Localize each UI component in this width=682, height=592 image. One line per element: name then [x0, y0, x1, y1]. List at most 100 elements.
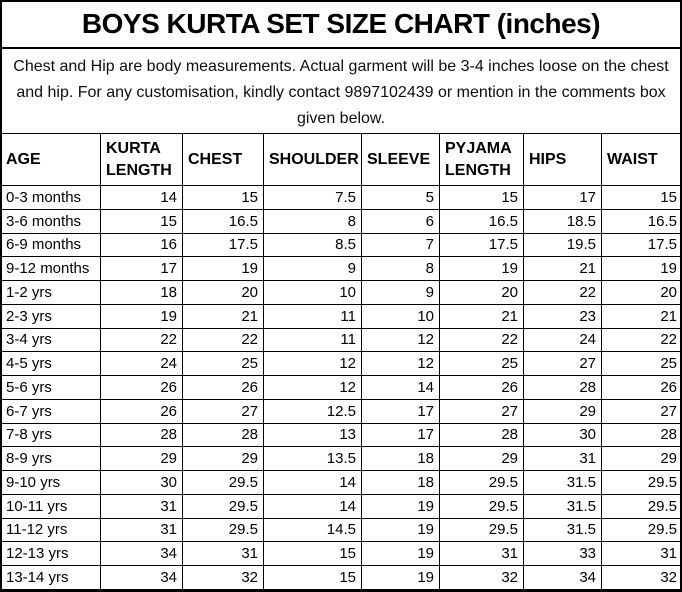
- value-cell: 25: [182, 351, 264, 376]
- value-cell: 13.5: [263, 446, 362, 471]
- value-cell: 15: [100, 208, 183, 234]
- table-row: 0-3 months 14 15 7.5 5 15 17 15: [2, 185, 680, 210]
- value-cell: 12: [361, 327, 440, 353]
- note-text: Chest and Hip are body measurements. Act…: [13, 58, 669, 127]
- column-header-chest: CHEST: [182, 133, 264, 186]
- value-cell: 7: [361, 232, 440, 258]
- age-cell: 12-13 yrs: [2, 541, 101, 566]
- value-cell: 19: [182, 256, 264, 281]
- value-cell: 7.5: [263, 185, 362, 210]
- page-title: BOYS KURTA SET SIZE CHART (inches): [2, 2, 680, 49]
- age-cell: 7-8 yrs: [2, 422, 101, 448]
- value-cell: 27: [439, 398, 524, 424]
- value-cell: 29: [601, 446, 680, 471]
- column-header-hips: HIPS: [523, 133, 602, 186]
- value-cell: 32: [182, 565, 264, 590]
- value-cell: 34: [523, 565, 602, 590]
- value-cell: 10: [361, 303, 440, 329]
- column-header-pyjama-length: PYJAMA LENGTH: [439, 133, 524, 186]
- value-cell: 29.5: [439, 517, 524, 543]
- value-cell: 14: [263, 470, 362, 495]
- value-cell: 31: [601, 541, 680, 566]
- value-cell: 31.5: [523, 517, 602, 543]
- value-cell: 9: [263, 256, 362, 281]
- value-cell: 32: [439, 565, 524, 590]
- value-cell: 17: [361, 422, 440, 448]
- value-cell: 22: [100, 327, 183, 353]
- value-cell: 34: [100, 541, 183, 566]
- value-cell: 14: [263, 493, 362, 519]
- value-cell: 14: [100, 185, 183, 210]
- value-cell: 6: [361, 208, 440, 234]
- column-header-waist: WAIST: [601, 133, 680, 186]
- value-cell: 18: [100, 280, 183, 305]
- value-cell: 5: [361, 185, 440, 210]
- value-cell: 9: [361, 280, 440, 305]
- value-cell: 19: [361, 541, 440, 566]
- value-cell: 20: [182, 280, 264, 305]
- value-cell: 19: [361, 565, 440, 590]
- value-cell: 20: [439, 280, 524, 305]
- age-cell: 3-6 months: [2, 208, 101, 234]
- value-cell: 10: [263, 280, 362, 305]
- age-cell: 2-3 yrs: [2, 303, 101, 329]
- value-cell: 11: [263, 303, 362, 329]
- value-cell: 29: [100, 446, 183, 471]
- size-table: AGE KURTA LENGTH CHEST SHOULDER SLEEVE P…: [2, 133, 680, 590]
- value-cell: 14.5: [263, 517, 362, 543]
- value-cell: 28: [523, 375, 602, 400]
- column-header-kurta-length: KURTA LENGTH: [100, 133, 183, 186]
- value-cell: 29.5: [182, 470, 264, 495]
- value-cell: 22: [523, 280, 602, 305]
- value-cell: 26: [439, 375, 524, 400]
- value-cell: 24: [100, 351, 183, 376]
- value-cell: 19.5: [523, 232, 602, 258]
- age-cell: 1-2 yrs: [2, 280, 101, 305]
- value-cell: 29.5: [601, 470, 680, 495]
- value-cell: 12.5: [263, 398, 362, 424]
- age-cell: 4-5 yrs: [2, 351, 101, 376]
- value-cell: 24: [523, 327, 602, 353]
- value-cell: 27: [601, 398, 680, 424]
- value-cell: 19: [439, 256, 524, 281]
- value-cell: 21: [523, 256, 602, 281]
- value-cell: 33: [523, 541, 602, 566]
- age-cell: 6-9 months: [2, 232, 101, 258]
- table-row: 3-6 months 15 16.5 8 6 16.5 18.5 16.5: [2, 208, 680, 234]
- column-header-shoulder: SHOULDER: [263, 133, 362, 186]
- value-cell: 30: [523, 422, 602, 448]
- value-cell: 29: [523, 398, 602, 424]
- value-cell: 8.5: [263, 232, 362, 258]
- value-cell: 17.5: [182, 232, 264, 258]
- table-row: 9-12 months 17 19 9 8 19 21 19: [2, 256, 680, 281]
- table-row: 3-4 yrs 22 22 11 12 22 24 22: [2, 327, 680, 353]
- value-cell: 16: [100, 232, 183, 258]
- table-row: 13-14 yrs 34 32 15 19 32 34 32: [2, 565, 680, 590]
- age-cell: 13-14 yrs: [2, 565, 101, 590]
- value-cell: 18: [361, 446, 440, 471]
- table-row: 1-2 yrs 18 20 10 9 20 22 20: [2, 280, 680, 305]
- value-cell: 17: [100, 256, 183, 281]
- value-cell: 18.5: [523, 208, 602, 234]
- value-cell: 22: [182, 327, 264, 353]
- value-cell: 17: [523, 185, 602, 210]
- value-cell: 29.5: [601, 517, 680, 543]
- value-cell: 16.5: [601, 208, 680, 234]
- value-cell: 17.5: [439, 232, 524, 258]
- value-cell: 28: [182, 422, 264, 448]
- age-cell: 0-3 months: [2, 185, 101, 210]
- value-cell: 31: [523, 446, 602, 471]
- age-cell: 9-12 months: [2, 256, 101, 281]
- value-cell: 32: [601, 565, 680, 590]
- table-row: 6-7 yrs 26 27 12.5 17 27 29 27: [2, 398, 680, 424]
- value-cell: 13: [263, 422, 362, 448]
- value-cell: 12: [361, 351, 440, 376]
- value-cell: 15: [182, 185, 264, 210]
- value-cell: 21: [182, 303, 264, 329]
- table-row: 5-6 yrs 26 26 12 14 26 28 26: [2, 375, 680, 400]
- value-cell: 15: [439, 185, 524, 210]
- value-cell: 31.5: [523, 470, 602, 495]
- value-cell: 12: [263, 351, 362, 376]
- age-cell: 8-9 yrs: [2, 446, 101, 471]
